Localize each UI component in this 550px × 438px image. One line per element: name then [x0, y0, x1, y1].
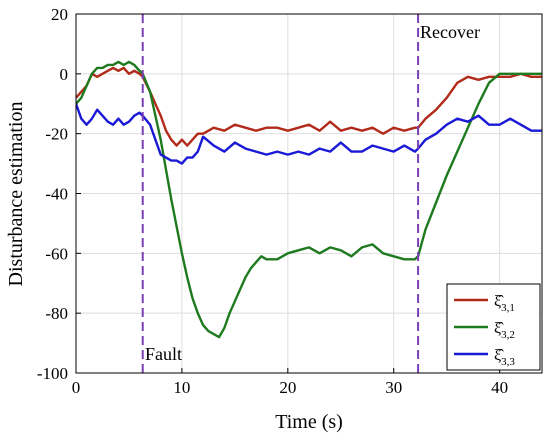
series-line-1	[76, 66, 542, 147]
series-line-2	[76, 60, 542, 339]
legend-label-1: ξ̂3,1	[494, 293, 515, 314]
y-tick-labels: 20 0 -20 -40 -60 -80 -100	[37, 5, 81, 383]
x-tick-label: 20	[279, 378, 296, 397]
x-tick-label: 30	[385, 378, 402, 397]
series-lines	[76, 60, 542, 339]
legend-label-3: ξ̂3,3	[494, 347, 515, 368]
legend-subscript: 3,1	[501, 302, 515, 314]
legend-symbol: ξ̂	[494, 293, 504, 310]
y-tick-label: 20	[51, 5, 68, 24]
legend-subscript: 3,2	[501, 329, 515, 341]
y-tick-label: -80	[45, 304, 68, 323]
legend: ξ̂3,1ξ̂3,2ξ̂3,3	[446, 283, 541, 371]
y-axis-label: Disturbance estimation	[5, 102, 27, 287]
legend-label-2: ξ̂3,2	[494, 320, 515, 341]
legend-subscript: 3,3	[501, 356, 515, 368]
x-axis-label: Time (s)	[275, 411, 343, 433]
x-tick-labels: 0 10 20 30 40	[72, 368, 508, 397]
x-tick-label: 0	[72, 378, 81, 397]
recover-annotation: Recover	[420, 22, 480, 42]
y-tick-label: -40	[45, 185, 68, 204]
series-line-3	[76, 103, 542, 165]
x-tick-label: 10	[173, 378, 190, 397]
x-tick-label: 40	[491, 378, 508, 397]
legend-symbol: ξ̂	[494, 320, 504, 337]
y-tick-label: 0	[60, 65, 69, 84]
y-tick-label: -20	[45, 125, 68, 144]
y-tick-label: -60	[45, 244, 68, 263]
y-tick-label: -100	[37, 364, 68, 383]
fault-annotation: Fault	[145, 344, 182, 364]
event-markers	[141, 14, 420, 373]
legend-symbol: ξ̂	[494, 347, 504, 364]
